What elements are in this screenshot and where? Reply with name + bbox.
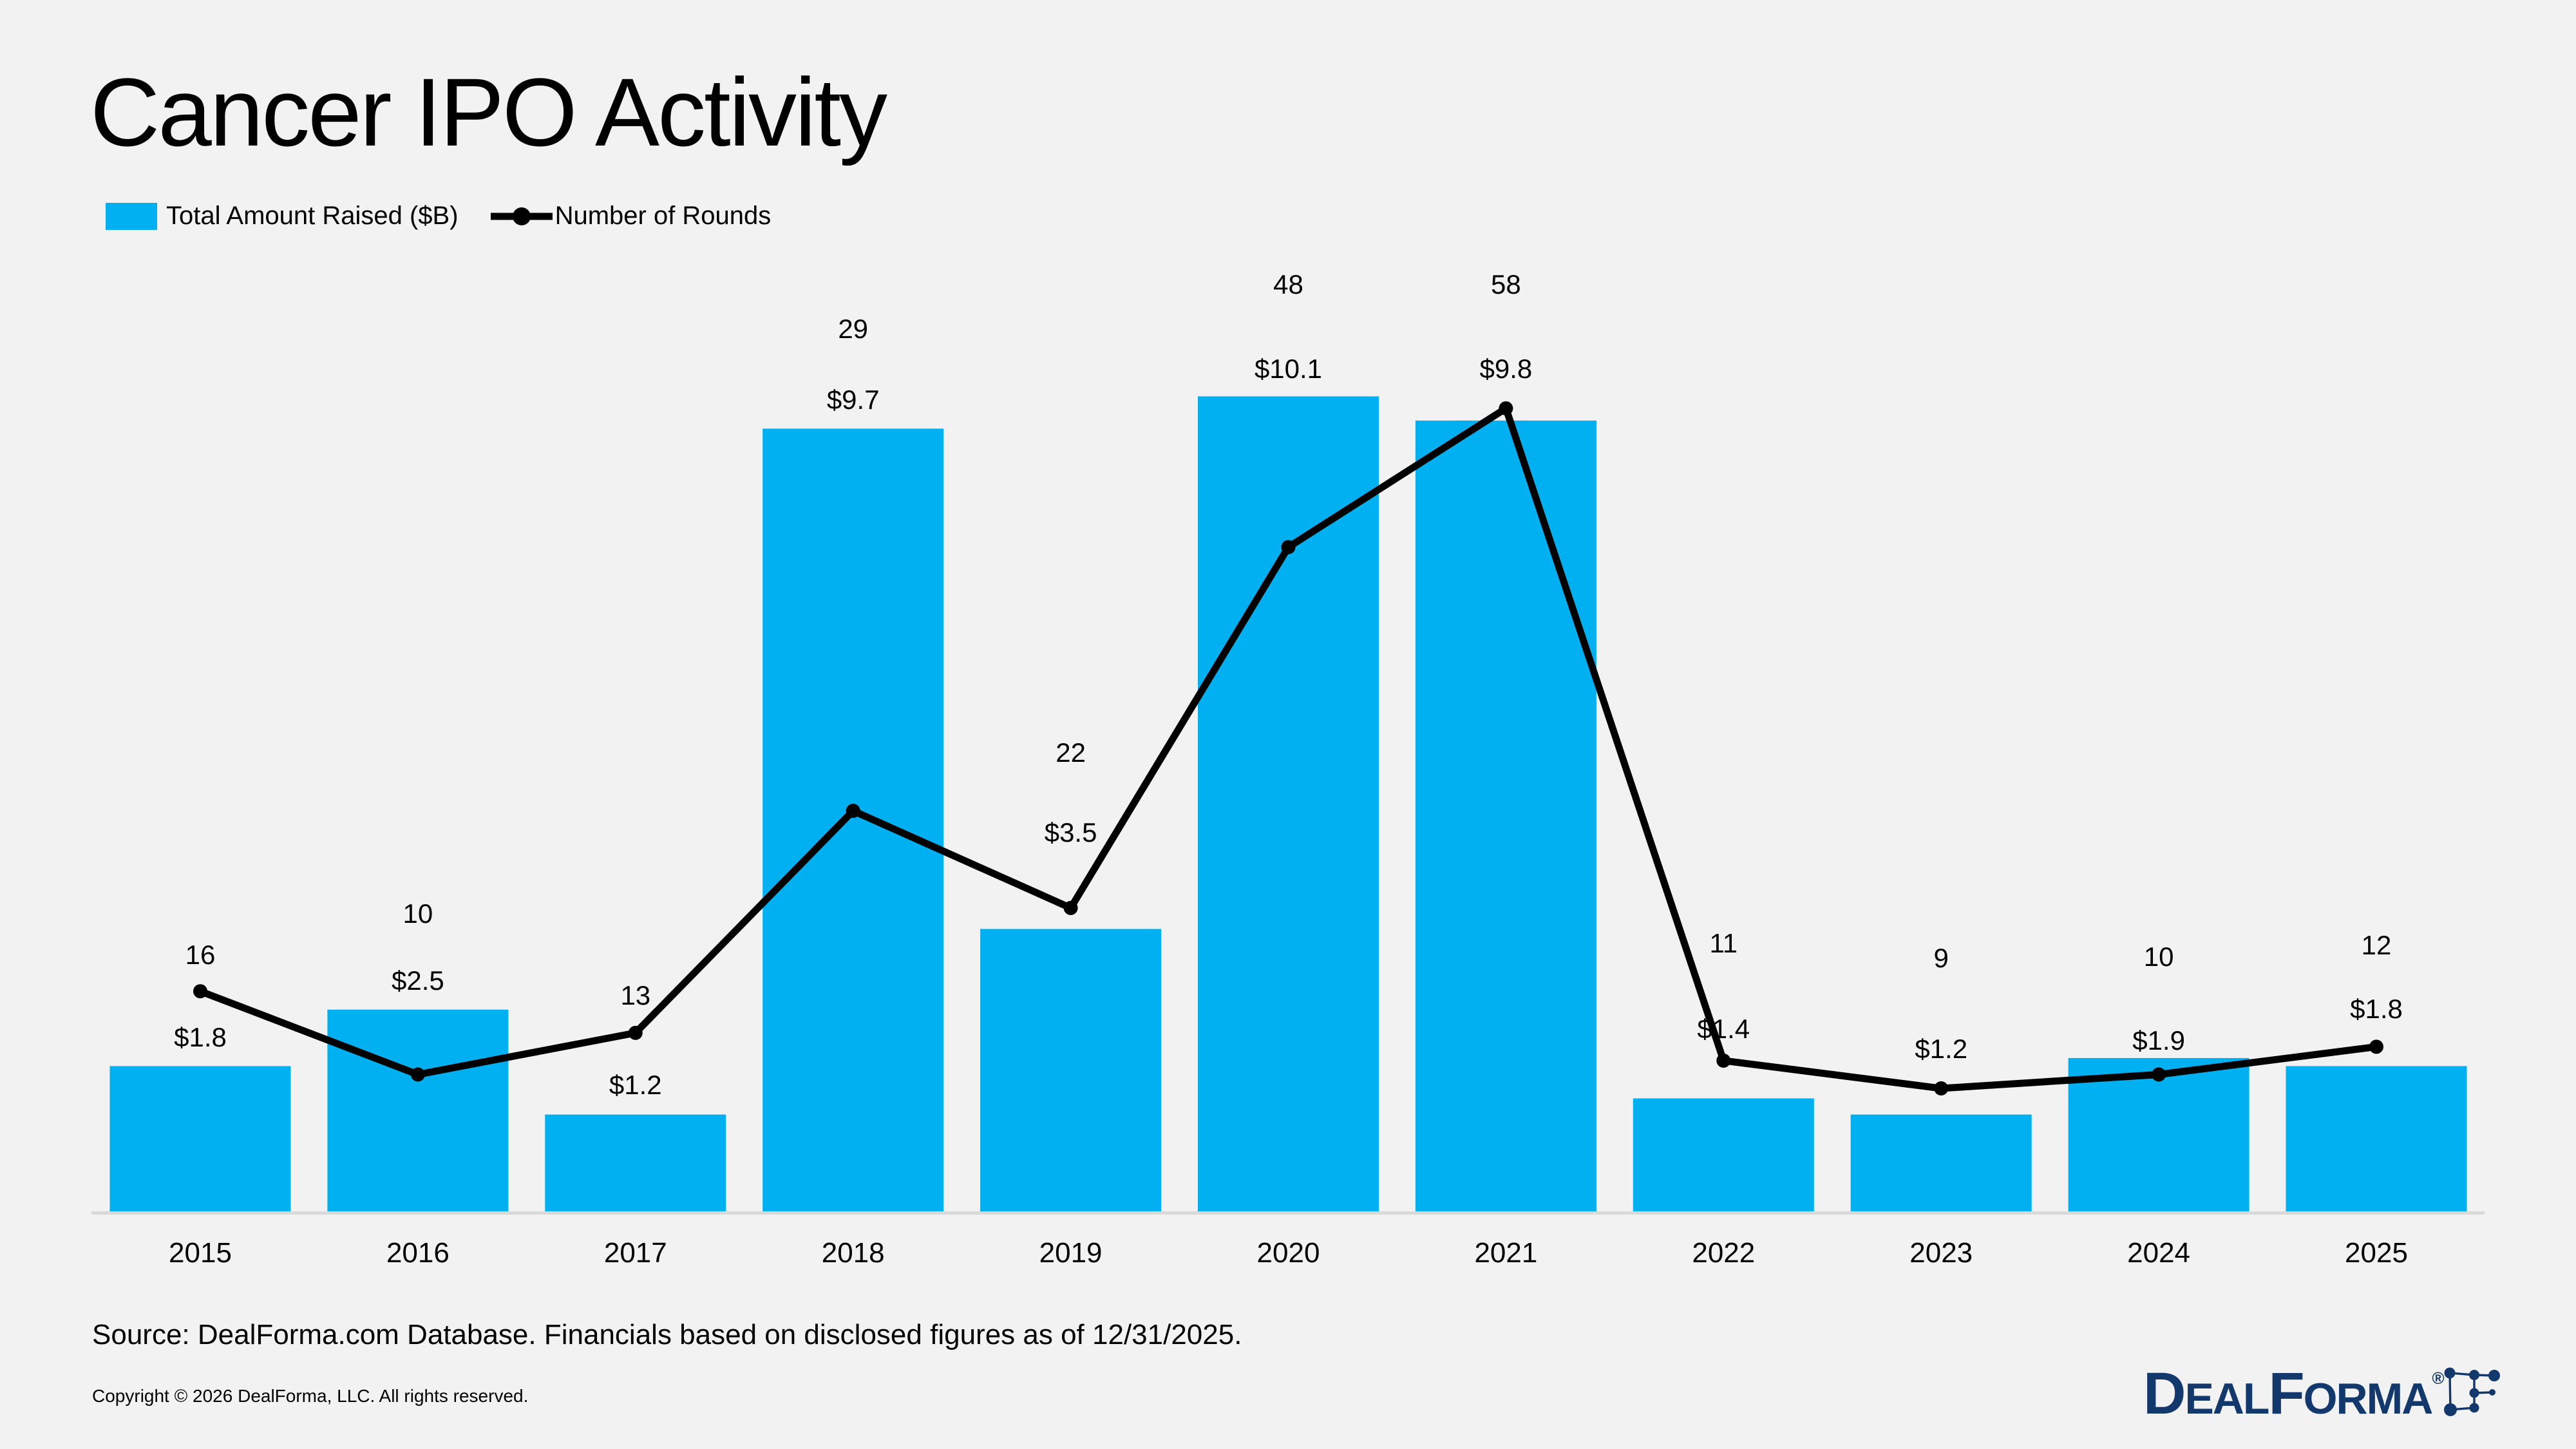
chart-title: Cancer IPO Activity (90, 58, 887, 166)
rounds-label-2023: 9 (1934, 943, 1949, 973)
line-point-2021 (1499, 401, 1513, 416)
bar-2024 (2068, 1057, 2249, 1211)
rounds-label-2022: 11 (1709, 928, 1738, 958)
x-tick-2016: 2016 (386, 1237, 450, 1269)
line-point-2018 (846, 804, 860, 819)
x-tick-2022: 2022 (1692, 1237, 1755, 1269)
rounds-label-2020: 48 (1273, 269, 1303, 299)
amount-label-2023: $1.2 (1915, 1034, 1967, 1064)
rounds-label-2021: 58 (1491, 269, 1521, 299)
amount-label-2018: $9.7 (827, 384, 880, 415)
legend: Total Amount Raised ($B) Number of Round… (106, 202, 771, 231)
line-point-2017 (628, 1025, 643, 1040)
rounds-label-2018: 29 (838, 314, 868, 344)
line-point-2024 (2152, 1067, 2166, 1082)
line-point-2019 (1063, 900, 1078, 915)
x-tick-2017: 2017 (604, 1237, 667, 1269)
line-point-2016 (410, 1067, 425, 1082)
x-tick-2015: 2015 (169, 1237, 232, 1269)
rounds-label-2019: 22 (1056, 737, 1086, 768)
rounds-label-2015: 16 (185, 940, 216, 970)
bar-2021 (1415, 421, 1596, 1211)
amount-label-2025: $1.8 (2350, 994, 2403, 1024)
x-tick-2025: 2025 (2345, 1237, 2408, 1269)
amount-label-2022: $1.4 (1697, 1014, 1750, 1044)
line-point-2025 (2369, 1039, 2383, 1054)
amount-label-2015: $1.8 (174, 1022, 227, 1052)
amount-label-2024: $1.9 (2132, 1025, 2185, 1056)
legend-bar-label: Total Amount Raised ($B) (166, 202, 459, 230)
bar-2015 (109, 1066, 291, 1211)
legend-bar-swatch-icon (106, 202, 157, 230)
line-point-2015 (193, 984, 207, 999)
rounds-label-2025: 12 (2362, 930, 2392, 960)
bar-2020 (1198, 396, 1379, 1211)
bar-2019 (980, 929, 1162, 1211)
amount-label-2019: $3.5 (1045, 817, 1097, 848)
bar-2018 (762, 428, 944, 1211)
dealforma-logo-text: DEALFORMA® (2143, 1361, 2445, 1426)
amount-label-2016: $2.5 (392, 965, 444, 996)
bar-2023 (1850, 1114, 2032, 1211)
dealforma-logo: DEALFORMA® (2143, 1360, 2500, 1431)
bar-2022 (1633, 1098, 1814, 1211)
registered-mark: ® (2432, 1368, 2445, 1388)
copyright-note: Copyright © 2026 DealForma, LLC. All rig… (92, 1386, 529, 1406)
x-tick-2023: 2023 (1909, 1237, 1973, 1269)
line-point-2020 (1281, 540, 1296, 554)
rounds-label-2024: 10 (2144, 942, 2174, 972)
amount-label-2021: $9.8 (1480, 354, 1533, 384)
dealforma-network-icon (2444, 1367, 2500, 1416)
x-axis-line (91, 1211, 2485, 1215)
rounds-label-2016: 10 (403, 898, 433, 929)
x-tick-2021: 2021 (1474, 1237, 1537, 1269)
amount-label-2017: $1.2 (609, 1070, 662, 1100)
bar-2017 (545, 1114, 726, 1211)
x-tick-2019: 2019 (1039, 1237, 1103, 1269)
bar-2016 (327, 1009, 509, 1211)
x-tick-2024: 2024 (2127, 1237, 2190, 1269)
x-tick-2018: 2018 (822, 1237, 885, 1269)
rounds-label-2017: 13 (620, 980, 650, 1010)
bar-2025 (2286, 1066, 2467, 1211)
x-tick-2020: 2020 (1257, 1237, 1320, 1269)
source-note: Source: DealForma.com Database. Financia… (92, 1319, 1242, 1350)
line-point-2023 (1934, 1081, 1949, 1096)
legend-line-label: Number of Rounds (554, 202, 772, 230)
amount-label-2020: $10.1 (1255, 354, 1322, 384)
legend-line-marker-icon (490, 207, 553, 225)
line-point-2022 (1716, 1053, 1731, 1068)
